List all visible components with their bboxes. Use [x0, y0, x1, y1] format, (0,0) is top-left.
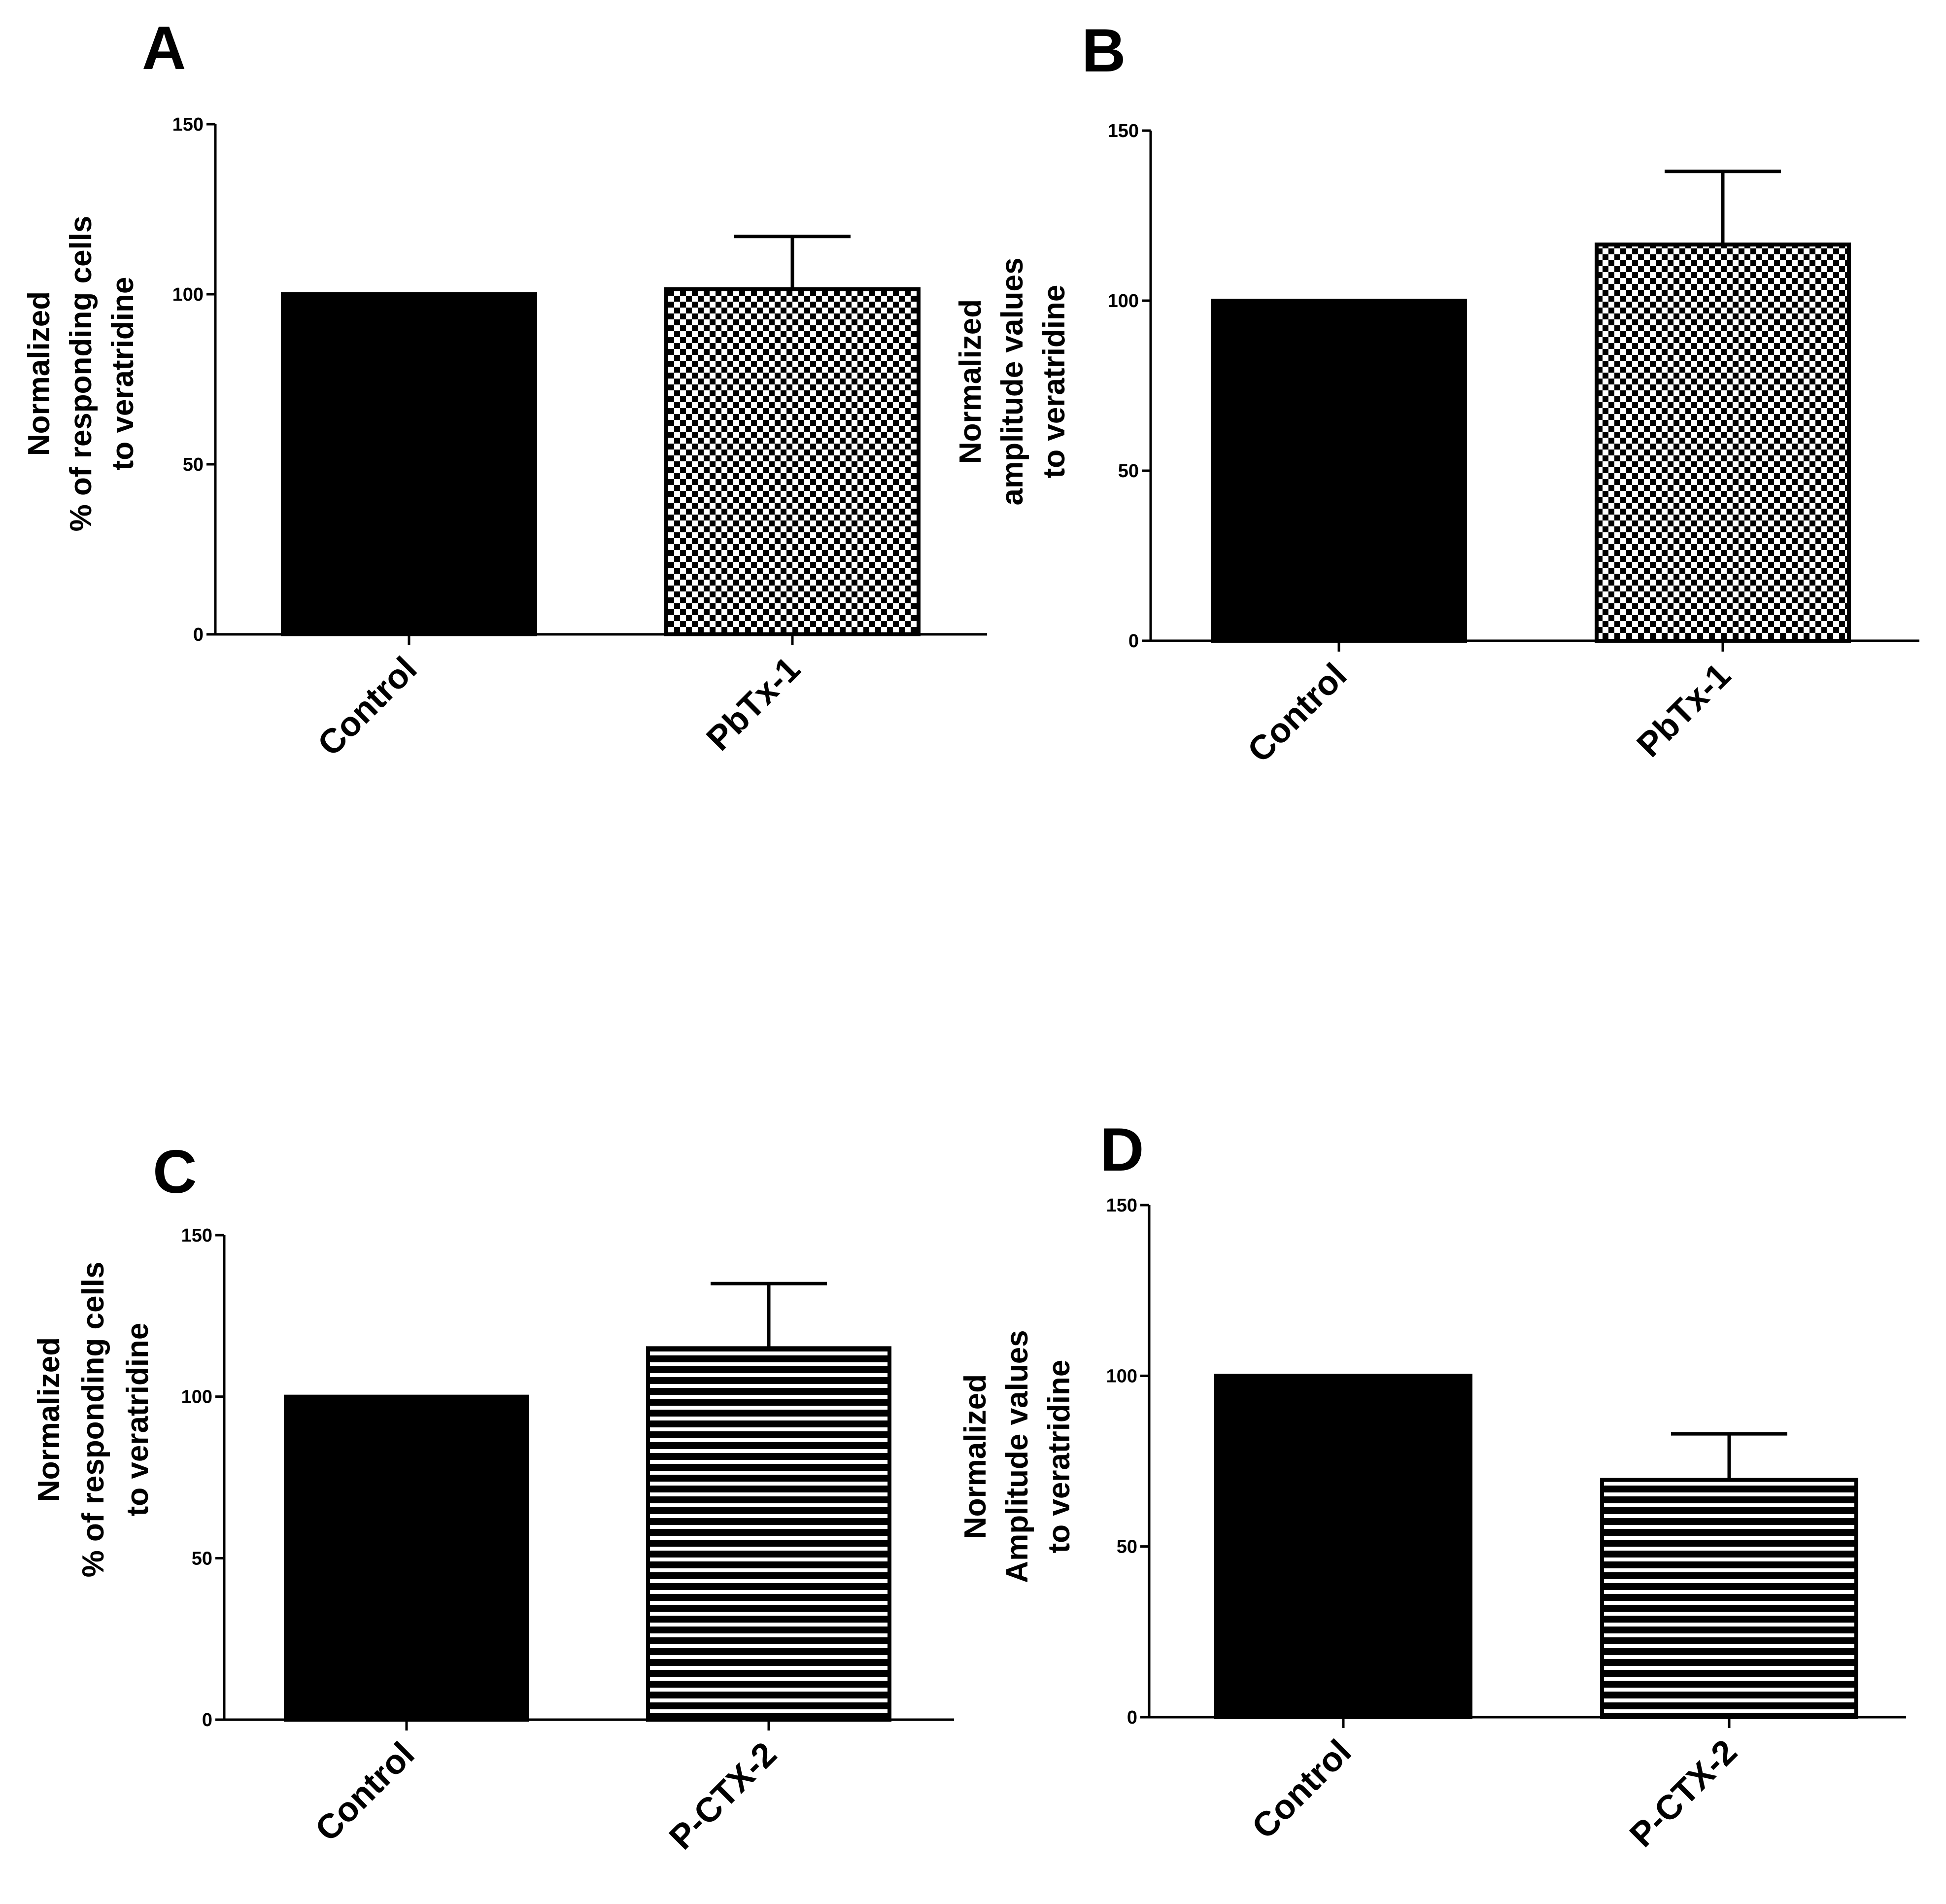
y-axis-title-line: Normalized	[958, 1374, 992, 1539]
panel-letter: C	[153, 1138, 197, 1206]
category-label: PbTx-1	[1629, 656, 1738, 764]
y-tick-label: 100	[172, 284, 204, 305]
bar-pbtx-1	[1595, 242, 1851, 643]
y-axis-title-line: to veratridine	[106, 277, 140, 471]
y-tick-label: 0	[1127, 1707, 1137, 1728]
y-tick-label: 150	[1108, 121, 1139, 141]
y-tick-label: 0	[1128, 631, 1139, 652]
y-axis-title-line: to veratridine	[121, 1323, 155, 1517]
bar-control	[1214, 1374, 1472, 1719]
y-tick-label: 100	[1108, 291, 1139, 312]
y-axis-title-line: Normalized	[32, 1337, 66, 1502]
panel-letter: D	[1100, 1116, 1144, 1184]
category-label: P-CTX-2	[662, 1734, 784, 1857]
category-label: Control	[308, 1734, 422, 1848]
y-axis-title-line: Amplitude values	[1000, 1330, 1034, 1583]
y-axis-title-line: Normalized	[954, 299, 988, 464]
y-tick-label: 50	[192, 1548, 212, 1569]
y-axis-title-line: % of responding cells	[76, 1262, 110, 1578]
y-tick-label: 100	[181, 1387, 212, 1408]
y-axis-title-line: to veratridine	[1037, 285, 1071, 479]
category-label: Control	[1245, 1732, 1359, 1846]
y-axis-title-line: Normalized	[22, 291, 56, 456]
y-tick-label: 150	[1106, 1195, 1137, 1216]
y-tick-label: 150	[181, 1225, 212, 1246]
category-label: Control	[1240, 656, 1354, 769]
y-tick-label: 0	[193, 624, 204, 645]
category-label: P-CTX-2	[1622, 1732, 1744, 1854]
category-label: Control	[310, 649, 424, 763]
bar-control	[1211, 299, 1467, 643]
y-tick-label: 0	[202, 1710, 212, 1731]
y-tick-label: 50	[1118, 461, 1139, 482]
panel-d: D 0 50 100 150 Normalized Amplitude values to v…	[958, 1116, 1906, 1854]
panel-letter: B	[1082, 17, 1126, 85]
panel-c: C 0 50 100 150 Normalized % of responding cell…	[32, 1138, 954, 1857]
y-axis-title-line: to veratridine	[1042, 1360, 1076, 1554]
panel-b: B 0 50 100 150 Normalized amplitude values to v…	[954, 17, 1919, 770]
y-axis-title-line: % of responding cells	[64, 216, 98, 532]
bar-p-ctx-2	[646, 1346, 891, 1722]
y-axis-title-line: amplitude values	[995, 257, 1029, 505]
y-tick-label: 150	[172, 114, 204, 135]
bar-control	[281, 292, 537, 636]
bar-p-ctx-2	[1600, 1478, 1858, 1719]
category-label: PbTx-1	[699, 649, 807, 758]
y-tick-label: 50	[183, 454, 204, 475]
y-tick-label: 100	[1106, 1366, 1137, 1386]
bar-control	[284, 1394, 529, 1722]
bar-pbtx-1	[664, 287, 921, 636]
panel-letter: A	[142, 14, 186, 82]
y-tick-label: 50	[1117, 1537, 1137, 1558]
